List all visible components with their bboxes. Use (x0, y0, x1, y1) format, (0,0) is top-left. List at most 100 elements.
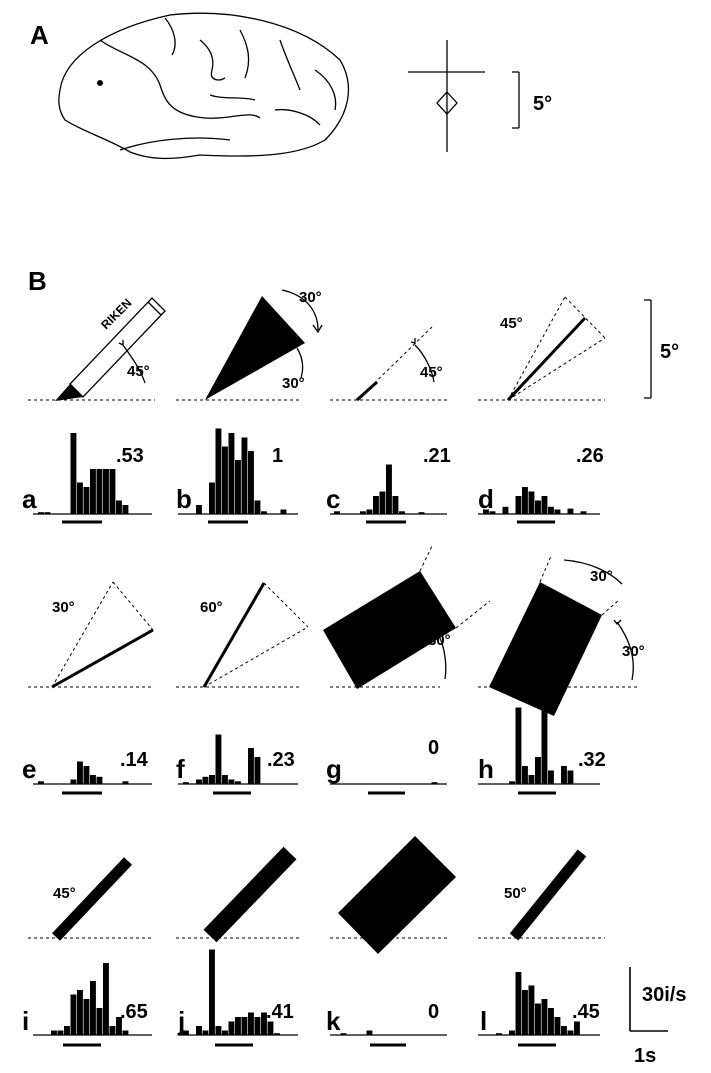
receptive-field-cross (408, 40, 485, 152)
histogram-bin (215, 734, 222, 784)
histogram-bin (228, 779, 235, 784)
histogram-bin (44, 512, 51, 514)
response-c: .21 (423, 445, 451, 467)
histogram-bin (554, 509, 561, 514)
histogram-k (340, 1030, 373, 1035)
histogram-bin (528, 985, 535, 1035)
histogram-l (496, 972, 580, 1035)
letter-f: f (176, 754, 185, 784)
histogram-bin (116, 500, 122, 514)
histogram-e (38, 761, 129, 784)
histogram-bin (209, 482, 215, 514)
letter-c: c (326, 484, 340, 514)
scale-label-5deg-a: 5° (533, 93, 552, 115)
angle-label-d: 45° (500, 315, 523, 332)
scale-label-time: 1s (634, 1045, 656, 1067)
histogram-bin (373, 496, 379, 514)
histogram-j (183, 949, 280, 1035)
letter-k: k (326, 1006, 341, 1036)
histogram-bin (222, 446, 228, 514)
response-a: .53 (116, 445, 144, 467)
response-f: .23 (267, 749, 295, 771)
histogram-bin (548, 770, 554, 784)
histogram-bin (202, 776, 209, 784)
histogram-bin (515, 972, 522, 1035)
histogram-bin (483, 509, 489, 514)
histogram-bin (541, 707, 548, 784)
stimulus-c-short-line (330, 326, 450, 402)
histogram-bin (528, 775, 535, 784)
scale-label-rate: 30i/s (642, 984, 686, 1006)
histogram-bin (541, 999, 548, 1035)
letter-g: g (326, 754, 342, 784)
histogram-bin (567, 508, 574, 514)
histogram-bin (567, 1030, 574, 1035)
angle-label-g: 30° (428, 632, 451, 649)
histogram-bin (561, 766, 567, 784)
angle-label-a: 45° (127, 363, 150, 380)
histogram-bin (77, 482, 83, 514)
stimulus-a-pencil (28, 297, 166, 401)
scale-bar-5deg-a (512, 71, 520, 129)
angle-label-l: 50° (504, 885, 527, 902)
histogram-bin (90, 469, 96, 514)
histogram-bin (196, 505, 202, 514)
angle-label-h-right: 30° (622, 643, 645, 660)
histogram-bin (83, 487, 90, 514)
angle-label-e: 30° (52, 599, 75, 616)
histogram-bin (103, 963, 109, 1035)
histogram-bin (222, 775, 228, 784)
histogram-bin (548, 1008, 554, 1035)
histogram-bin (509, 1030, 515, 1035)
histogram-bin (528, 491, 535, 514)
histogram-bin (567, 770, 574, 784)
histogram-bin (515, 707, 522, 784)
histogram-bin (366, 509, 373, 514)
histogram-bin (96, 469, 103, 514)
histogram-bin (574, 1021, 580, 1035)
histogram-bin (254, 757, 261, 784)
scale-label-5deg-b: 5° (660, 341, 679, 363)
angle-label-h-top: 30° (590, 568, 613, 585)
histogram-bin (183, 1030, 189, 1035)
stimulus-e-line-wedge (28, 581, 154, 689)
histogram-bin (90, 775, 96, 784)
histogram-bin (267, 1021, 274, 1035)
histogram-bin (57, 1030, 64, 1035)
histogram-b (196, 428, 287, 514)
histogram-bin (261, 1012, 267, 1035)
panel-label-b: B (28, 266, 47, 296)
histogram-bin (96, 776, 103, 784)
histogram-a (38, 433, 129, 514)
histogram-bin (280, 509, 287, 514)
stimulus-b-triangle (176, 289, 323, 401)
histogram-bin (274, 1033, 280, 1035)
histogram-bin (77, 761, 83, 784)
monkey-brain-drawing (58, 12, 350, 160)
stimulus-d-line-wedge (478, 296, 606, 402)
histogram-bin (431, 782, 438, 784)
histogram-bin (38, 512, 44, 514)
histogram-bin (196, 779, 202, 784)
letter-e: e (22, 754, 36, 784)
histogram-bin (254, 500, 261, 514)
scale-bar-5deg-b (644, 299, 652, 399)
histogram-bin (392, 496, 399, 514)
response-e: .14 (120, 749, 149, 771)
letter-j: j (177, 1006, 185, 1036)
histogram-bin (96, 1008, 103, 1035)
histogram-bin (522, 766, 528, 784)
recording-site-dot (97, 80, 103, 86)
histogram-bin (235, 460, 241, 514)
histogram-f (183, 734, 261, 784)
stimulus-l-bar (478, 849, 605, 941)
histogram-bin (489, 511, 496, 514)
histogram-bin (215, 1026, 222, 1035)
scale-bar-rate-time (629, 967, 668, 1032)
response-h: .32 (578, 749, 606, 771)
histogram-bin (196, 1026, 202, 1035)
histogram-bin (561, 1026, 567, 1035)
histogram-i (51, 963, 129, 1035)
histogram-bin (209, 949, 215, 1035)
